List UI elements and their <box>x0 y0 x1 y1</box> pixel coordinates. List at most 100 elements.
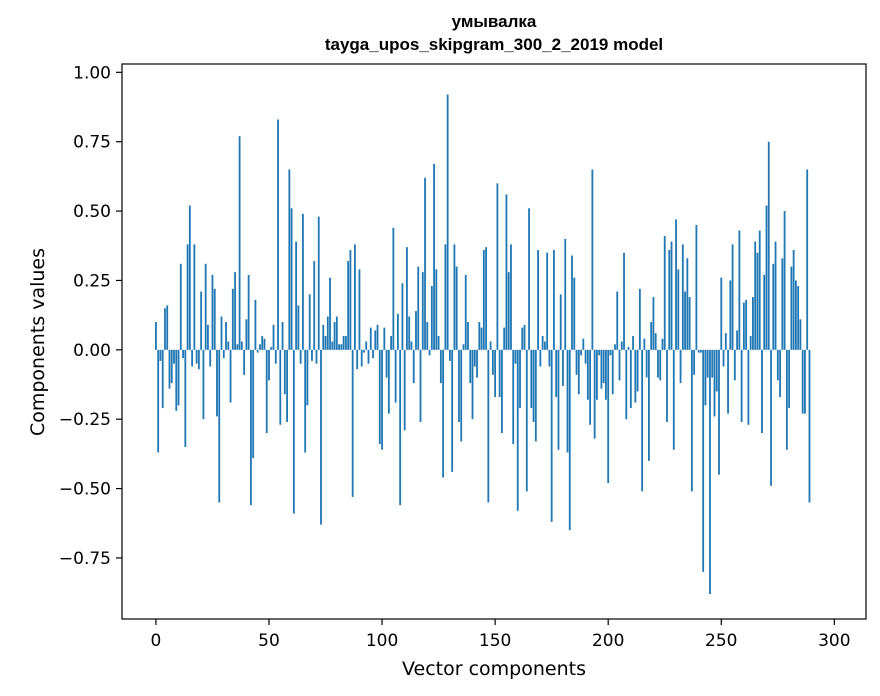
bar <box>202 349 205 420</box>
bar <box>729 280 732 350</box>
bar <box>790 266 793 350</box>
bar <box>491 349 494 375</box>
bar <box>197 349 200 370</box>
bar <box>595 349 598 400</box>
bar <box>586 349 589 400</box>
bar <box>376 324 379 350</box>
y-tick-label: −0.25 <box>59 410 111 430</box>
bar <box>521 327 524 350</box>
bar <box>168 349 171 389</box>
bar <box>222 349 225 359</box>
x-tick-label: 100 <box>366 631 398 651</box>
bar <box>437 335 440 350</box>
bar <box>464 274 467 350</box>
bar <box>458 349 460 422</box>
bar <box>573 277 576 350</box>
bar <box>455 266 458 350</box>
bar <box>428 349 431 356</box>
bar <box>394 349 397 403</box>
bar <box>627 347 630 350</box>
bar <box>747 349 750 425</box>
bar <box>564 238 567 350</box>
bar <box>727 349 729 414</box>
bar <box>272 324 275 350</box>
bar <box>557 349 560 450</box>
bar <box>785 349 788 450</box>
y-tick-label: 0.75 <box>73 133 111 153</box>
bar <box>385 349 388 378</box>
bar <box>539 349 542 367</box>
y-tick-label: −0.75 <box>59 549 111 569</box>
bar <box>159 349 162 361</box>
bar <box>496 183 499 350</box>
bar <box>166 305 169 350</box>
bar <box>340 344 343 350</box>
bar <box>688 297 691 350</box>
bar <box>575 349 578 375</box>
bar <box>263 338 266 350</box>
chart-title: умывалка <box>451 12 537 31</box>
bar <box>288 169 291 350</box>
bar <box>342 335 345 350</box>
bar <box>177 349 180 406</box>
bar <box>412 349 415 384</box>
bar <box>268 349 270 381</box>
bar <box>580 349 582 356</box>
chart-subtitle: tayga_upos_skipgram_300_2_2019 model <box>324 35 664 54</box>
bar <box>666 349 668 422</box>
bars <box>155 94 811 595</box>
y-tick-label: 0.25 <box>73 271 111 291</box>
y-tick-label: 0.00 <box>73 341 111 361</box>
bar <box>211 274 214 350</box>
bar <box>480 327 483 350</box>
bar <box>451 349 454 472</box>
bar <box>408 316 411 350</box>
bar <box>360 349 363 367</box>
bar <box>675 219 677 350</box>
bar <box>684 291 686 350</box>
bar <box>494 349 497 397</box>
x-tick-label: 300 <box>818 631 850 651</box>
bar <box>320 349 322 525</box>
bar <box>462 344 465 350</box>
bar <box>643 338 646 350</box>
bar <box>761 349 763 434</box>
bar <box>225 322 227 350</box>
bar <box>514 349 517 364</box>
bar <box>611 349 614 395</box>
bar <box>523 324 526 350</box>
bar <box>439 349 442 384</box>
bar <box>485 247 487 350</box>
bar <box>471 349 474 420</box>
bar <box>534 349 537 442</box>
bar <box>399 349 402 506</box>
bar <box>670 241 673 350</box>
bar <box>216 349 218 417</box>
bar <box>415 310 417 350</box>
bar <box>618 349 621 381</box>
bar <box>607 349 610 484</box>
bar <box>383 327 386 350</box>
bar <box>270 347 273 350</box>
bar <box>401 283 404 350</box>
bar <box>426 322 429 350</box>
bar <box>259 344 261 350</box>
bar <box>700 349 702 353</box>
bar <box>392 227 395 350</box>
bar <box>794 280 797 350</box>
bar <box>609 349 612 356</box>
bar <box>410 341 413 350</box>
bar <box>489 341 492 350</box>
bar <box>220 316 223 350</box>
bar <box>467 322 469 350</box>
bar <box>593 349 596 439</box>
x-axis-ticks: 0 50 100 150 200 250 300 <box>151 619 851 651</box>
bar <box>372 349 374 359</box>
bar <box>652 297 655 350</box>
bar <box>421 272 424 350</box>
bar <box>161 349 164 409</box>
bar <box>227 341 230 350</box>
bar <box>290 208 293 350</box>
bar <box>261 335 264 350</box>
bar <box>302 213 304 350</box>
